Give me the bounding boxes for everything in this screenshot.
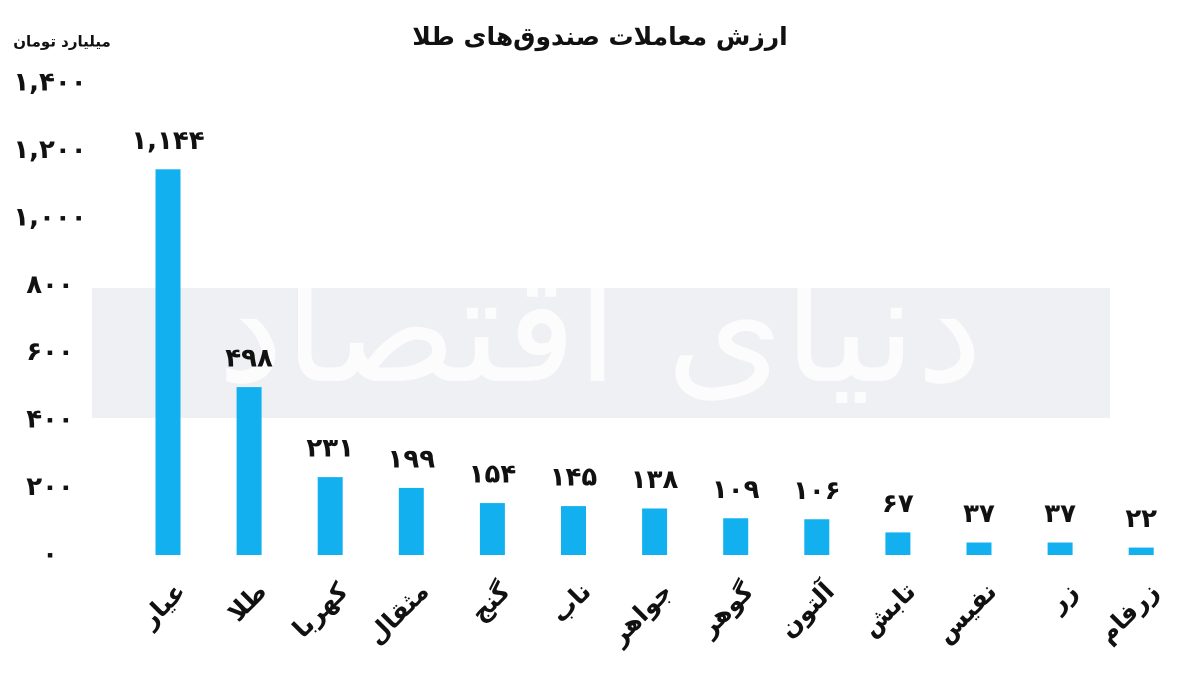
- bar: [561, 506, 586, 555]
- x-tick-label: کهربا: [287, 576, 355, 644]
- value-label: ۱۰۶: [793, 476, 841, 506]
- bar: [317, 477, 343, 555]
- y-tick-label: ۱,۲۰۰: [13, 135, 86, 165]
- y-tick-label: ۱,۰۰۰: [13, 202, 86, 232]
- x-tick-label: آلتون: [773, 575, 842, 644]
- bar: [398, 487, 424, 555]
- x-tick-label: گنج: [465, 576, 517, 628]
- x-tick-label: نفیس: [930, 577, 1002, 649]
- y-tick-label: ۴۰۰: [26, 405, 74, 435]
- value-label: ۳۷: [963, 499, 995, 529]
- y-tick-label: ۰: [42, 540, 58, 570]
- value-label: ۳۷: [1044, 499, 1076, 529]
- value-label: ۱۳۸: [631, 465, 679, 495]
- bar: [723, 518, 749, 555]
- x-tick-label: تابش: [856, 577, 921, 642]
- value-label: ۱۵۴: [469, 460, 517, 490]
- value-label: ۱۹۹: [387, 444, 435, 474]
- bar: [885, 532, 911, 555]
- value-label: ۱۴۵: [550, 463, 598, 493]
- y-tick-label: ۲۰۰: [26, 472, 74, 502]
- y-axis-label: میلیارد تومان: [13, 33, 111, 51]
- bar: [1128, 547, 1154, 555]
- bar: [236, 387, 262, 555]
- value-label: ۲۲: [1125, 504, 1157, 534]
- value-label: ۶۷: [882, 489, 914, 519]
- bar: [1047, 542, 1073, 555]
- watermark-band: [92, 288, 1110, 418]
- x-tick-label: زر: [1041, 577, 1083, 619]
- value-label: ۱,۱۴۴: [131, 126, 204, 156]
- bar: [966, 542, 992, 555]
- x-tick-label: طلا: [222, 577, 273, 628]
- x-tick-label: عیار: [133, 577, 191, 635]
- watermark: دنیای اقتصاد: [217, 243, 983, 417]
- x-tick-label: ناب: [545, 577, 597, 629]
- value-label: ۲۳۱: [306, 434, 354, 464]
- y-tick-label: ۱,۴۰۰: [13, 68, 86, 98]
- bar: [155, 169, 181, 555]
- bar: [479, 503, 505, 555]
- y-tick-label: ۶۰۰: [26, 337, 74, 367]
- bar: [804, 519, 830, 555]
- y-tick-label: ۸۰۰: [26, 270, 74, 300]
- x-tick-label: گوهر: [692, 576, 760, 644]
- x-tick-label: مثقال: [361, 577, 434, 650]
- x-tick-label: جواهر: [603, 577, 679, 653]
- value-label: ۱۰۹: [712, 475, 760, 505]
- value-label: ۴۹۸: [225, 344, 273, 374]
- bar: [642, 508, 668, 555]
- chart-title: ارزش معاملات صندوق‌های طلا: [412, 22, 787, 52]
- x-tick-label: زرفام: [1092, 577, 1164, 649]
